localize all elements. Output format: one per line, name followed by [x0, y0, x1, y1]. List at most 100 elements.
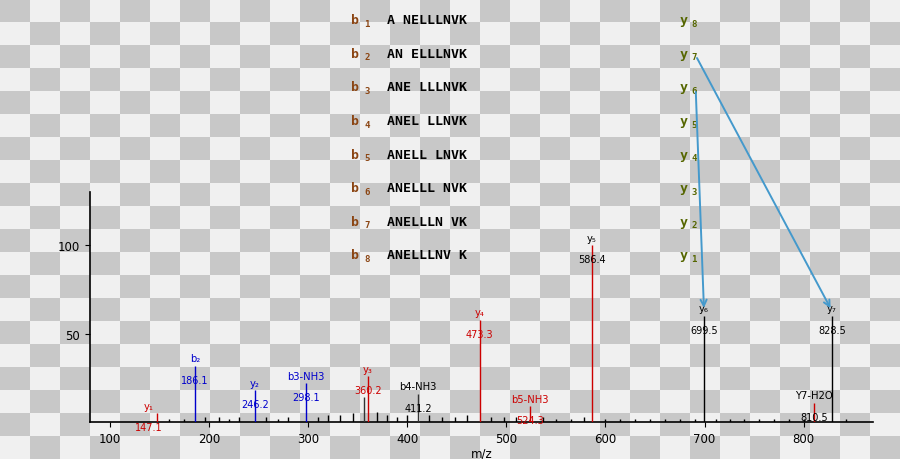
Bar	[360, 230, 390, 252]
Bar	[480, 321, 510, 344]
Bar	[330, 184, 360, 207]
Bar	[270, 23, 300, 46]
Bar	[690, 184, 720, 207]
Bar	[870, 275, 900, 298]
Bar	[870, 390, 900, 413]
Bar	[30, 344, 60, 367]
Bar	[690, 252, 720, 275]
Bar	[810, 390, 840, 413]
Bar	[360, 46, 390, 69]
Bar	[360, 207, 390, 230]
Bar	[510, 252, 540, 275]
Bar	[390, 46, 420, 69]
Bar	[270, 344, 300, 367]
Bar	[330, 252, 360, 275]
Bar	[240, 344, 270, 367]
Bar	[690, 0, 720, 23]
Bar	[750, 0, 780, 23]
Bar	[300, 46, 330, 69]
Bar	[660, 367, 690, 390]
Text: b5-NH3: b5-NH3	[511, 394, 549, 404]
Bar	[870, 69, 900, 92]
Bar	[810, 321, 840, 344]
Bar	[270, 321, 300, 344]
Text: y: y	[680, 14, 688, 27]
Bar	[720, 161, 750, 184]
Bar	[300, 23, 330, 46]
Bar	[660, 344, 690, 367]
Text: b3-NH3: b3-NH3	[287, 371, 325, 381]
Bar	[300, 390, 330, 413]
Bar	[360, 69, 390, 92]
Bar	[150, 69, 180, 92]
Bar	[660, 321, 690, 344]
Bar	[660, 252, 690, 275]
Bar	[810, 69, 840, 92]
Text: ANELLLNV K: ANELLLNV K	[387, 249, 467, 262]
Bar	[0, 390, 30, 413]
Bar	[510, 321, 540, 344]
Bar	[270, 436, 300, 459]
Bar	[480, 23, 510, 46]
Bar	[60, 298, 90, 321]
Bar	[630, 390, 660, 413]
Text: b: b	[351, 249, 359, 262]
Bar	[780, 275, 810, 298]
Bar	[300, 0, 330, 23]
Bar	[780, 0, 810, 23]
Bar	[300, 321, 330, 344]
Bar	[270, 69, 300, 92]
Bar	[510, 275, 540, 298]
Bar	[480, 436, 510, 459]
Bar	[780, 344, 810, 367]
Bar	[120, 230, 150, 252]
Bar	[540, 46, 570, 69]
Bar	[840, 92, 870, 115]
Bar	[630, 252, 660, 275]
Text: 4: 4	[691, 154, 697, 163]
Bar	[300, 115, 330, 138]
Bar	[60, 46, 90, 69]
Bar	[420, 390, 450, 413]
Bar	[270, 138, 300, 161]
Bar	[630, 46, 660, 69]
Bar	[390, 161, 420, 184]
Bar	[780, 436, 810, 459]
Bar	[600, 138, 630, 161]
Bar	[360, 252, 390, 275]
Bar	[720, 69, 750, 92]
Bar	[210, 115, 240, 138]
Bar	[210, 413, 240, 436]
Bar	[750, 275, 780, 298]
Bar	[630, 23, 660, 46]
Bar	[300, 275, 330, 298]
Bar	[810, 115, 840, 138]
Text: y: y	[680, 115, 688, 128]
Bar	[510, 23, 540, 46]
Bar	[720, 92, 750, 115]
Bar	[30, 436, 60, 459]
Bar	[390, 184, 420, 207]
Text: y: y	[680, 182, 688, 195]
Bar	[240, 367, 270, 390]
Bar	[240, 252, 270, 275]
Bar	[780, 138, 810, 161]
Bar	[180, 252, 210, 275]
Text: ANELLL NVK: ANELLL NVK	[387, 182, 467, 195]
Bar	[660, 184, 690, 207]
Bar	[540, 23, 570, 46]
Bar	[30, 46, 60, 69]
Bar	[180, 161, 210, 184]
Bar	[90, 115, 120, 138]
Bar	[660, 69, 690, 92]
Bar	[330, 161, 360, 184]
Bar	[300, 367, 330, 390]
Bar	[660, 138, 690, 161]
Bar	[180, 230, 210, 252]
Bar	[360, 138, 390, 161]
Bar	[750, 23, 780, 46]
Bar	[690, 275, 720, 298]
Bar	[210, 367, 240, 390]
Text: 298.1: 298.1	[292, 381, 320, 403]
Bar	[270, 390, 300, 413]
